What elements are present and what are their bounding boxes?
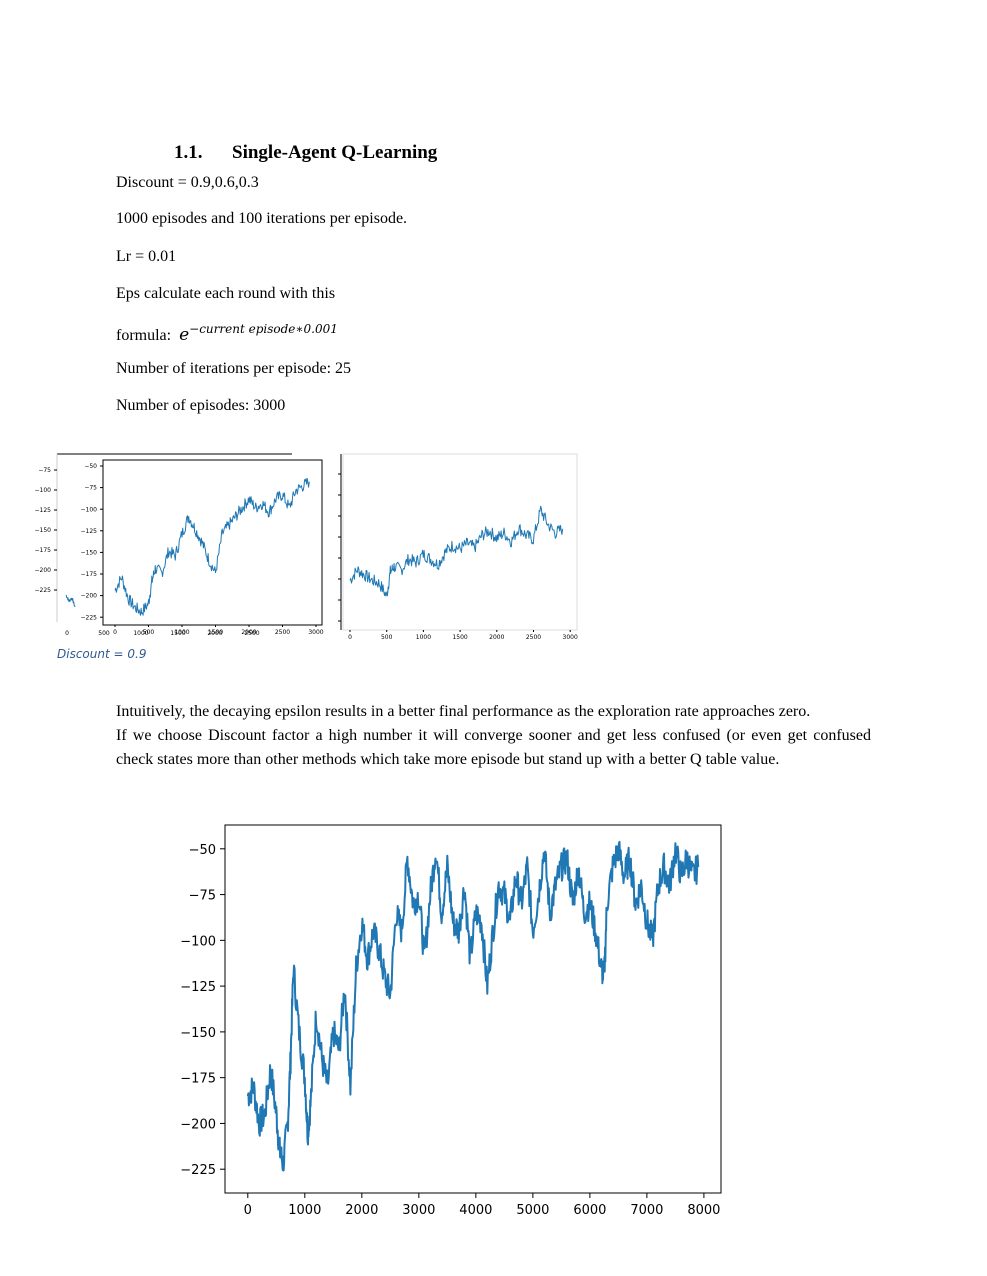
main-chart-frame bbox=[224, 824, 722, 1194]
small-figures: −75−100−125−150−175−200−225 0 500 1000 1500… bbox=[35, 453, 578, 641]
iterations-line: Number of iterations per episode: 25 bbox=[116, 360, 352, 377]
r-x-tick-label: 0 bbox=[348, 634, 352, 641]
figure-caption: Discount = 0.9 bbox=[57, 647, 147, 661]
main-series bbox=[246, 840, 700, 1172]
back-x-tick-label: 2000 bbox=[207, 630, 222, 637]
back-x-tick-label: 500 bbox=[98, 630, 110, 637]
lr-line: Lr = 0.01 bbox=[116, 248, 177, 265]
right-plot-series bbox=[349, 505, 564, 597]
main-y-tick-label: −50 bbox=[189, 843, 216, 858]
r-x-tick-label: 1000 bbox=[416, 634, 431, 641]
fl-y-tick-label: −125 bbox=[81, 528, 98, 535]
r-x-tick-label: 2000 bbox=[489, 634, 504, 641]
formula-label: formula: bbox=[116, 327, 176, 344]
back-y-tick-label: −200 bbox=[35, 567, 52, 574]
main-x-tick-label: 0 bbox=[244, 1203, 252, 1218]
back-plot-xticks: 0 500 1000 1500 2000 2500 bbox=[65, 630, 260, 637]
main-chart: −50 −75 −100 −125 −150 −175 −200 −225 0 1000 2000… bbox=[180, 824, 722, 1218]
fl-y-tick-label: −175 bbox=[81, 571, 98, 578]
formula-exponent: −current episode∗0.001 bbox=[189, 322, 338, 336]
front-left-line bbox=[114, 478, 310, 616]
back-plot-yticks: −75 −100 −125 −150 −175 −200 −225 bbox=[35, 467, 57, 594]
back-y-tick-label: −125 bbox=[35, 507, 52, 514]
fl-x-tick-label: 3000 bbox=[308, 629, 323, 636]
fl-y-tick-label: −100 bbox=[81, 506, 98, 513]
r-x-tick-label: 1500 bbox=[452, 634, 467, 641]
main-x-tick-label: 8000 bbox=[687, 1203, 720, 1218]
main-chart-xticks: 0 1000 2000 3000 4000 5000 6000 7000 8000 bbox=[244, 1193, 720, 1218]
discussion: Intuitively, the decaying epsilon result… bbox=[116, 700, 871, 772]
fl-y-tick-label: −225 bbox=[81, 614, 98, 621]
num-episodes-line: Number of episodes: 3000 bbox=[116, 397, 286, 414]
paragraph-2: If we choose Discount factor a high numb… bbox=[116, 727, 871, 768]
paragraph-1: Intuitively, the decaying epsilon result… bbox=[116, 703, 811, 720]
back-x-tick-label: 1500 bbox=[170, 630, 185, 637]
fl-x-tick-label: 0 bbox=[113, 629, 117, 636]
section-heading: 1.1. Single-Agent Q-Learning bbox=[174, 142, 437, 164]
right-plot-frame bbox=[342, 453, 578, 631]
main-x-tick-label: 6000 bbox=[573, 1203, 606, 1218]
formula-line: formula: e−current episode∗0.001 bbox=[116, 322, 338, 345]
eps-line: Eps calculate each round with this bbox=[116, 285, 336, 302]
main-y-tick-label: −225 bbox=[180, 1163, 216, 1178]
front-left-series bbox=[114, 478, 310, 616]
back-plot-line bbox=[65, 594, 76, 608]
back-x-tick-label: 2500 bbox=[244, 630, 259, 637]
main-chart-line bbox=[246, 840, 700, 1172]
back-y-tick-label: −175 bbox=[35, 547, 52, 554]
fl-x-tick-label: 500 bbox=[143, 629, 155, 636]
fl-y-tick-label: −75 bbox=[84, 485, 97, 492]
main-x-tick-label: 7000 bbox=[630, 1203, 663, 1218]
right-plot-line bbox=[349, 505, 564, 597]
main-y-tick-label: −200 bbox=[180, 1117, 216, 1132]
main-y-tick-label: −175 bbox=[180, 1072, 216, 1087]
fl-x-tick-label: 1000 bbox=[174, 629, 189, 636]
main-chart-yticks: −50 −75 −100 −125 −150 −175 −200 −225 bbox=[180, 843, 225, 1178]
back-y-tick-label: −75 bbox=[38, 467, 51, 474]
main-x-tick-label: 2000 bbox=[345, 1203, 378, 1218]
fl-x-tick-label: 2500 bbox=[275, 629, 290, 636]
main-x-tick-label: 4000 bbox=[459, 1203, 492, 1218]
section-title: Single-Agent Q-Learning bbox=[232, 142, 438, 163]
episodes-line: 1000 episodes and 100 iterations per epi… bbox=[116, 210, 408, 227]
front-left-plot-frame bbox=[102, 459, 323, 626]
main-x-tick-label: 1000 bbox=[288, 1203, 321, 1218]
front-left-xticks: 0 500 1000 1500 2000 2500 3000 bbox=[113, 625, 324, 636]
r-x-tick-label: 500 bbox=[381, 634, 393, 641]
back-y-tick-label: −225 bbox=[35, 587, 52, 594]
main-y-tick-label: −150 bbox=[180, 1026, 216, 1041]
back-x-tick-label: 0 bbox=[65, 630, 69, 637]
main-y-tick-label: −125 bbox=[180, 980, 216, 995]
main-x-tick-label: 5000 bbox=[516, 1203, 549, 1218]
right-plot-yticks bbox=[338, 473, 341, 622]
formula-base: e bbox=[179, 325, 190, 345]
front-left-yticks: −50 −75 −100 −125 −150 −175 −200 −225 bbox=[81, 463, 103, 621]
main-y-tick-label: −75 bbox=[189, 889, 216, 904]
r-x-tick-label: 2500 bbox=[526, 634, 541, 641]
r-x-tick-label: 3000 bbox=[563, 634, 578, 641]
fl-x-tick-label: 1500 bbox=[208, 629, 223, 636]
back-y-tick-label: −150 bbox=[35, 527, 52, 534]
fl-y-tick-label: −150 bbox=[81, 550, 98, 557]
fl-y-tick-label: −50 bbox=[84, 463, 97, 470]
back-y-tick-label: −100 bbox=[35, 487, 52, 494]
main-x-tick-label: 3000 bbox=[402, 1203, 435, 1218]
back-plot-series bbox=[65, 594, 76, 608]
section-number: 1.1. bbox=[174, 142, 203, 163]
fl-y-tick-label: −200 bbox=[81, 593, 98, 600]
discount-line: Discount = 0.9,0.6,0.3 bbox=[116, 174, 259, 191]
right-plot-xticks: 0 500 1000 1500 2000 2500 3000 bbox=[348, 630, 578, 641]
fl-x-tick-label: 2000 bbox=[241, 629, 256, 636]
main-y-tick-label: −100 bbox=[180, 934, 216, 949]
back-x-tick-label: 1000 bbox=[133, 630, 148, 637]
